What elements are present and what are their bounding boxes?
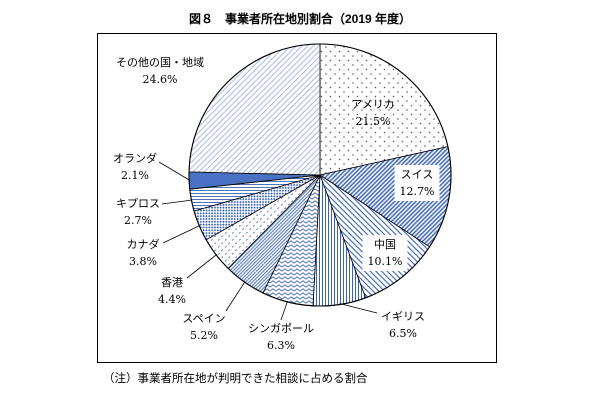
slice-value: 2.7 — [124, 214, 142, 227]
slice-value: 3.8 — [129, 255, 147, 268]
percent-unit: % — [139, 169, 149, 182]
slice-name-label: シンガポール — [248, 322, 314, 335]
percent-unit: % — [407, 327, 417, 340]
slice-label: その他の国・地域 24.6% — [116, 56, 204, 86]
percent-unit: % — [208, 329, 218, 342]
slice-name-label: その他の国・地域 — [116, 56, 204, 69]
slice-label: スペイン 5.2% — [182, 312, 225, 342]
slice-label: カナダ 3.8% — [127, 237, 160, 268]
slice-value-label: 5.2% — [190, 329, 218, 342]
percent-unit: % — [380, 115, 390, 128]
slice-value: 10.1 — [368, 255, 393, 268]
slice-label: 中国 10.1% — [362, 235, 408, 271]
leader-line — [280, 300, 289, 321]
slice-name-label: キプロス — [116, 197, 160, 210]
slice-value-label: 24.6% — [143, 73, 178, 86]
pie-slice-11 — [188, 43, 321, 176]
percent-unit: % — [142, 214, 152, 227]
label-background — [362, 235, 408, 271]
slice-label: キプロス 2.7% — [116, 197, 160, 227]
slice-name-label: カナダ — [127, 237, 160, 251]
label-background — [394, 165, 440, 201]
slice-label: 香港 4.4% — [158, 276, 186, 306]
slice-value: 2.1 — [121, 169, 139, 182]
leader-line — [162, 224, 201, 244]
percent-unit: % — [147, 255, 157, 268]
figure-frame — [97, 33, 497, 363]
percent-unit: % — [176, 293, 186, 306]
percent-unit: % — [392, 255, 402, 268]
slice-label: アメリカ 21.5% — [351, 98, 394, 128]
slice-value: 4.4 — [158, 293, 176, 306]
chart-title: 図８ 事業者所在地別割合（2019 年度） — [189, 11, 411, 26]
slice-value-label: 21.5% — [356, 115, 391, 128]
chart-note: （注）事業者所在地が判明できた相談に占める割合 — [103, 371, 368, 385]
slice-value: 6.3 — [267, 339, 285, 352]
slice-label: シンガポール 6.3% — [248, 322, 314, 352]
slice-value: 5.2 — [190, 329, 208, 342]
leader-line — [339, 303, 378, 314]
slice-name-label: イギリス — [381, 310, 425, 323]
slice-value-label: 4.4% — [158, 293, 186, 306]
slice-name-label: アメリカ — [351, 98, 394, 111]
slice-value: 6.5 — [389, 327, 407, 340]
slice-value-label: 2.7% — [124, 214, 152, 227]
percent-unit: % — [285, 339, 295, 352]
slice-name-label: オランダ — [113, 151, 157, 165]
slice-value: 24.6 — [143, 73, 168, 86]
slice-value-label: 6.3% — [267, 339, 295, 352]
slice-value: 21.5 — [356, 115, 381, 128]
leader-line — [161, 199, 193, 205]
slice-value: 12.7 — [400, 185, 425, 198]
leader-lines — [158, 161, 378, 321]
leader-line — [225, 281, 246, 312]
slice-label: オランダ 2.1% — [113, 151, 157, 182]
slice-label: スイス 12.7% — [394, 165, 440, 201]
slice-value-label: 10.1% — [368, 255, 403, 268]
pie-labels: アメリカ 21.5% スイス 12.7% 中国 10.1% イギリス 6.5% シンガポール 6.… — [113, 56, 440, 352]
slice-value-label: 6.5% — [389, 327, 417, 340]
percent-unit: % — [167, 73, 177, 86]
slice-value-label: 2.1% — [121, 169, 149, 182]
slice-name-label: スイス — [401, 168, 434, 181]
slice-name-label: 中国 — [374, 238, 396, 251]
slice-name-label: スペイン — [182, 312, 225, 325]
leader-line — [158, 161, 191, 181]
slice-value-label: 12.7% — [400, 185, 435, 198]
slice-name-label: 香港 — [161, 276, 183, 289]
slice-value-label: 3.8% — [129, 255, 157, 268]
pie-outline — [188, 43, 452, 307]
percent-unit: % — [424, 185, 434, 198]
slice-label: イギリス 6.5% — [381, 310, 425, 340]
leader-line — [186, 253, 218, 279]
